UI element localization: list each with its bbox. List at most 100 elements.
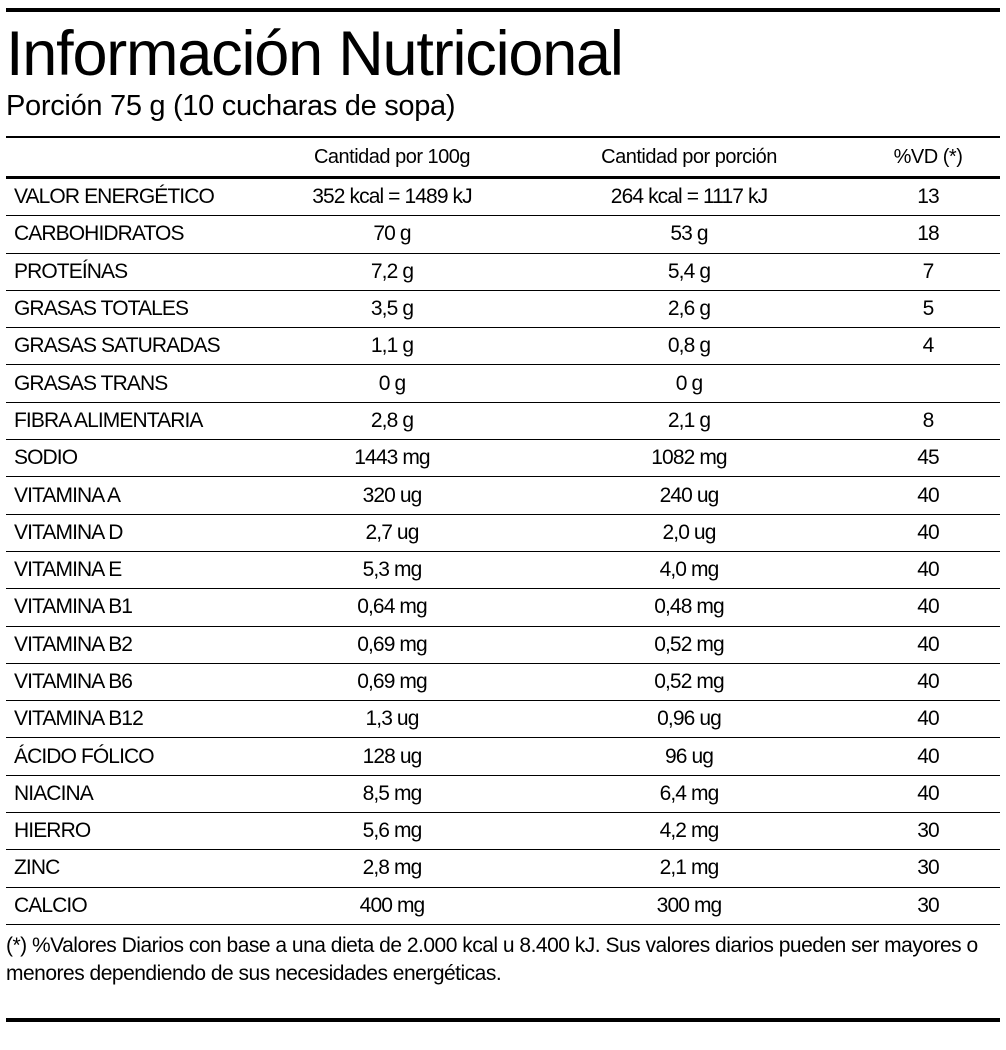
amount-per-serving: 240 ug xyxy=(659,483,720,507)
daily-value-percent: 40 xyxy=(917,483,939,507)
daily-value-percent: 4 xyxy=(922,334,935,358)
amount-per-100g: 400 mg xyxy=(359,893,426,917)
amount-per-100g: 2,7 ug xyxy=(365,520,420,544)
amount-per-serving: 4,2 mg xyxy=(659,819,720,843)
amount-per-100g: 8,5 mg xyxy=(362,781,423,805)
amount-per-serving: 0,52 mg xyxy=(654,670,724,693)
amount-per-serving: 2,1 mg xyxy=(659,856,720,880)
header-per-serving: Cantidad por porción xyxy=(601,145,777,168)
table-row: VITAMINA D 2,7 ug 2,0 ug 40 xyxy=(6,515,1000,552)
amount-per-100g: 1443 mg xyxy=(354,446,430,470)
table-row: HIERRO 5,6 mg 4,2 mg 30 xyxy=(6,813,1000,851)
amount-per-100g: 3,5 g xyxy=(370,297,414,321)
daily-value-percent: 8 xyxy=(922,408,935,432)
nutrient-name: VALOR ENERGÉTICO xyxy=(14,185,215,209)
table-row: ZINC 2,8 mg 2,1 mg 30 xyxy=(6,850,1000,888)
nutrient-name: VITAMINA A xyxy=(14,483,121,507)
amount-per-100g: 320 ug xyxy=(362,483,423,507)
daily-value-percent xyxy=(868,365,988,401)
table-row: FIBRA ALIMENTARIA 2,8 g 2,1 g 8 xyxy=(6,403,1000,441)
amount-per-100g: 1,3 ug xyxy=(365,707,420,731)
amount-per-100g: 2,8 g xyxy=(370,408,414,432)
nutrient-name: FIBRA ALIMENTARIA xyxy=(14,408,203,432)
daily-value-percent: 40 xyxy=(917,558,939,582)
table-row: VITAMINA B6 0,69 mg 0,52 mg 40 xyxy=(6,664,1000,702)
amount-per-serving: 2,1 g xyxy=(667,408,711,432)
amount-per-serving: 5,4 g xyxy=(667,259,711,283)
amount-per-serving: 0,52 mg xyxy=(654,632,724,656)
nutrient-name: ÁCIDO FÓLICO xyxy=(14,744,155,768)
footnote: (*) %Valores Diarios con base a una diet… xyxy=(6,934,978,985)
daily-value-percent: 7 xyxy=(922,259,935,283)
page-title: Información Nutricional xyxy=(6,19,624,89)
nutrition-facts-panel: Información Nutricional Porción 75 g (10… xyxy=(6,0,1000,1050)
nutrient-name: PROTEÍNAS xyxy=(14,259,128,283)
amount-per-serving: 53 g xyxy=(670,222,708,246)
amount-per-serving: 4,0 mg xyxy=(659,558,720,582)
table-row: GRASAS TOTALES 3,5 g 2,6 g 5 xyxy=(6,291,1000,329)
header-nutrient xyxy=(14,138,284,176)
daily-value-percent: 5 xyxy=(922,297,935,321)
daily-value-percent: 40 xyxy=(917,632,939,656)
daily-value-percent: 18 xyxy=(917,222,939,246)
amount-per-serving: 0 g xyxy=(675,371,703,395)
daily-value-percent: 30 xyxy=(917,819,939,843)
amount-per-100g: 7,2 g xyxy=(370,259,414,283)
nutrient-name: NIACINA xyxy=(14,781,94,805)
daily-value-percent: 30 xyxy=(917,893,939,917)
nutrient-name: CALCIO xyxy=(14,893,88,917)
daily-value-percent: 40 xyxy=(917,707,939,731)
amount-per-100g: 352 kcal = 1489 kJ xyxy=(312,185,472,209)
amount-per-100g: 0 g xyxy=(378,371,406,395)
serving-size-subtitle: Porción 75 g (10 cucharas de sopa) xyxy=(6,90,456,122)
table-row: VITAMINA E 5,3 mg 4,0 mg 40 xyxy=(6,552,1000,590)
daily-value-percent: 40 xyxy=(917,744,939,768)
amount-per-serving: 0,96 ug xyxy=(657,707,722,731)
amount-per-serving: 2,0 ug xyxy=(662,520,717,544)
table-row: VITAMINA B2 0,69 mg 0,52 mg 40 xyxy=(6,627,1000,664)
amount-per-serving: 0,8 g xyxy=(667,334,711,358)
table-header-row: Cantidad por 100g Cantidad por porción %… xyxy=(6,138,1000,179)
amount-per-100g: 0,64 mg xyxy=(357,595,427,619)
daily-value-percent: 40 xyxy=(917,670,939,693)
amount-per-100g: 1,1 g xyxy=(370,334,414,358)
table-row: ÁCIDO FÓLICO 128 ug 96 ug 40 xyxy=(6,738,1000,776)
nutrient-name: GRASAS TOTALES xyxy=(14,297,189,321)
nutrient-name: VITAMINA E xyxy=(14,558,122,582)
table-row: CALCIO 400 mg 300 mg 30 xyxy=(6,888,1000,925)
amount-per-serving: 300 mg xyxy=(656,893,723,917)
header-per-100g: Cantidad por 100g xyxy=(313,145,471,168)
table-row: VITAMINA A 320 ug 240 ug 40 xyxy=(6,477,1000,515)
table-row: PROTEÍNAS 7,2 g 5,4 g 7 xyxy=(6,254,1000,291)
table-row: VALOR ENERGÉTICO 352 kcal = 1489 kJ 264 kc… xyxy=(6,179,1000,217)
amount-per-100g: 0,69 mg xyxy=(357,632,427,656)
nutrient-name: VITAMINA B2 xyxy=(14,632,133,656)
bottom-rule xyxy=(6,1018,1000,1022)
table-row: CARBOHIDRATOS 70 g 53 g 18 xyxy=(6,216,1000,254)
amount-per-100g: 5,3 mg xyxy=(362,558,423,582)
amount-per-serving: 2,6 g xyxy=(667,297,711,321)
table-row: GRASAS SATURADAS 1,1 g 0,8 g 4 xyxy=(6,328,1000,366)
amount-per-100g: 5,6 mg xyxy=(362,819,423,843)
nutrient-name: HIERRO xyxy=(14,819,91,843)
nutrient-name: ZINC xyxy=(14,856,60,880)
top-rule xyxy=(6,8,1000,12)
nutrient-name: GRASAS TRANS xyxy=(14,371,168,395)
nutrient-name: VITAMINA B6 xyxy=(14,670,133,693)
daily-value-percent: 40 xyxy=(917,520,939,544)
nutrient-name: VITAMINA D xyxy=(14,520,123,544)
daily-value-percent: 13 xyxy=(917,185,939,209)
table-row: GRASAS TRANS 0 g 0 g xyxy=(6,365,1000,403)
table-row: NIACINA 8,5 mg 6,4 mg 40 xyxy=(6,776,1000,814)
nutrient-name: VITAMINA B1 xyxy=(14,595,133,619)
nutrient-name: SODIO xyxy=(14,446,78,470)
nutrition-table: Cantidad por 100g Cantidad por porción %… xyxy=(6,136,1000,925)
daily-value-percent: 40 xyxy=(917,595,939,619)
amount-per-serving: 96 ug xyxy=(664,744,714,768)
daily-value-percent: 40 xyxy=(917,781,939,805)
amount-per-serving: 1082 mg xyxy=(651,446,727,470)
amount-per-100g: 2,8 mg xyxy=(362,856,423,880)
table-row: VITAMINA B12 1,3 ug 0,96 ug 40 xyxy=(6,701,1000,739)
amount-per-100g: 128 ug xyxy=(362,744,423,768)
amount-per-serving: 264 kcal = 1117 kJ xyxy=(610,185,768,209)
